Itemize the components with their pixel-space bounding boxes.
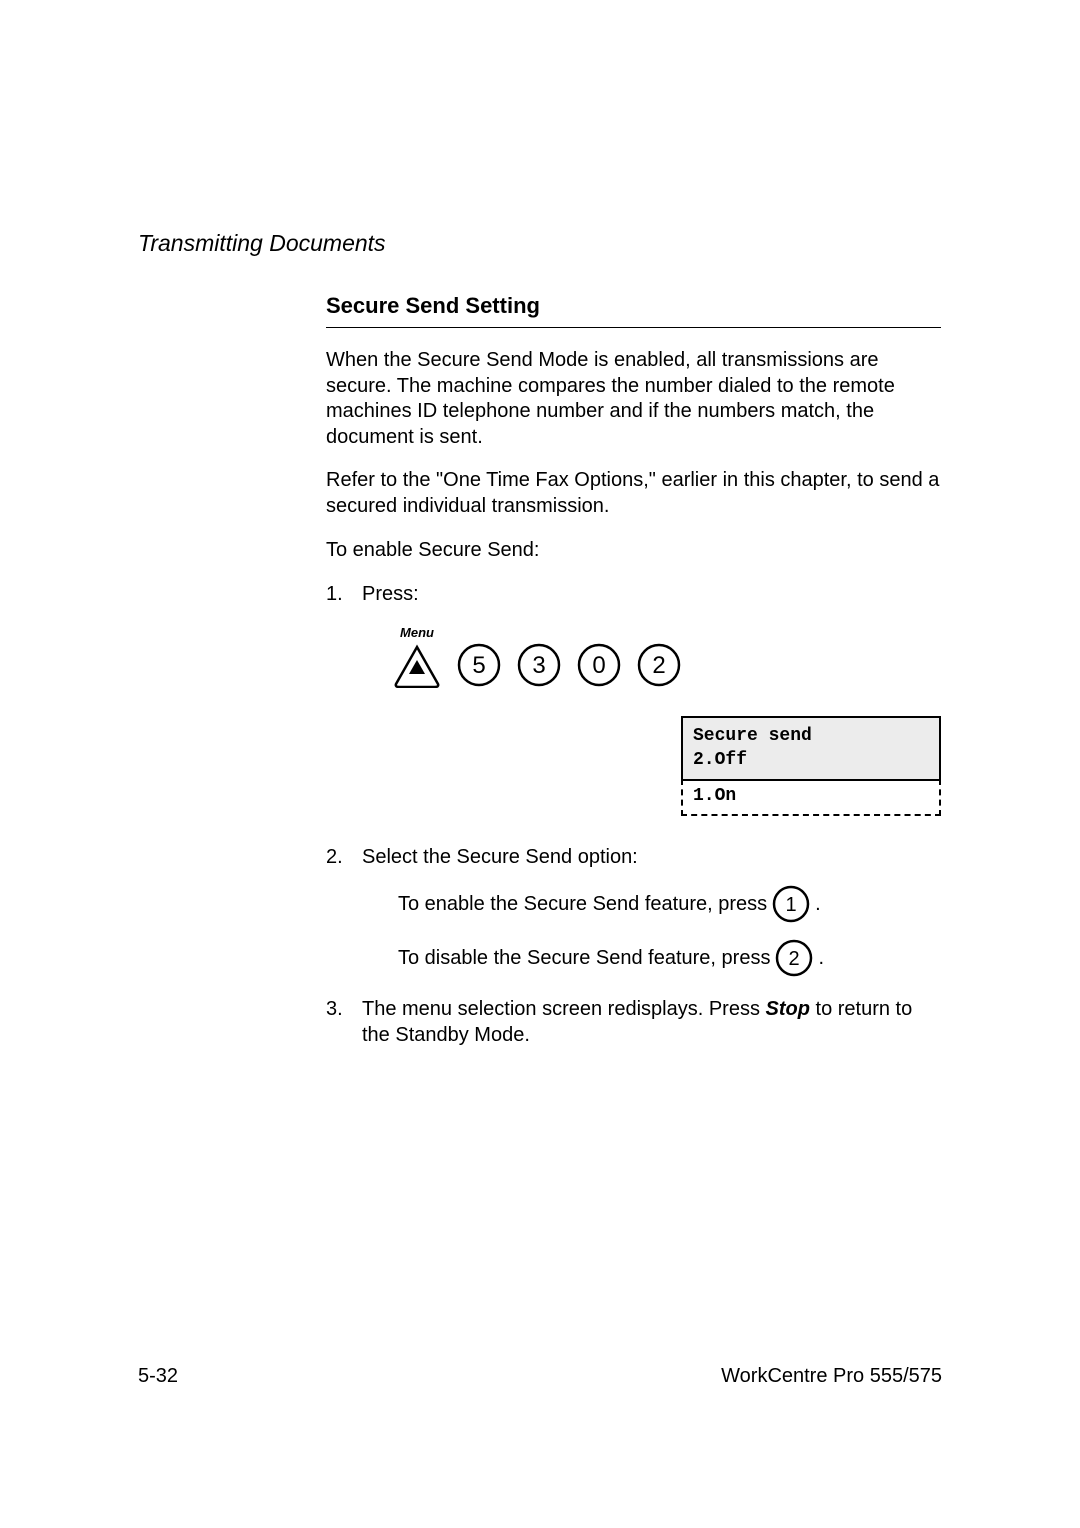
step-item: Press: Menu 5 bbox=[326, 581, 941, 818]
svg-text:1: 1 bbox=[786, 894, 797, 916]
paragraph: When the Secure Send Mode is enabled, al… bbox=[326, 348, 941, 450]
lcd-line: 1.On bbox=[693, 785, 929, 808]
lcd-display: Secure send 2.Off 1.On bbox=[681, 716, 941, 818]
lcd-line: 2.Off bbox=[693, 748, 929, 772]
page-title: Secure Send Setting bbox=[326, 293, 941, 319]
title-rule bbox=[326, 327, 941, 328]
digit-button-0: 0 bbox=[576, 642, 622, 688]
button-row: Menu 5 bbox=[392, 625, 941, 688]
steps-list: Press: Menu 5 bbox=[326, 581, 941, 1048]
section-header: Transmitting Documents bbox=[138, 230, 942, 257]
lcd-bottom: 1.On bbox=[681, 779, 941, 816]
text: To enable the Secure Send feature, press bbox=[398, 891, 767, 917]
lcd-line: Secure send bbox=[693, 724, 929, 748]
paragraph: To enable Secure Send: bbox=[326, 538, 941, 564]
text: To disable the Secure Send feature, pres… bbox=[398, 945, 770, 971]
svg-text:2: 2 bbox=[652, 652, 665, 679]
step-subline: To enable the Secure Send feature, press… bbox=[398, 884, 941, 924]
text: The menu selection screen redisplays. Pr… bbox=[362, 998, 766, 1020]
text: . bbox=[815, 891, 821, 917]
text: . bbox=[818, 945, 824, 971]
svg-text:0: 0 bbox=[592, 652, 605, 679]
lcd-top: Secure send 2.Off bbox=[681, 716, 941, 781]
step-text: Press: bbox=[362, 583, 419, 605]
step-text: Select the Secure Send option: bbox=[362, 844, 941, 870]
page: Transmitting Documents Secure Send Setti… bbox=[0, 0, 1080, 1528]
digit-button-1: 1 bbox=[771, 884, 811, 924]
digit-button-2: 2 bbox=[636, 642, 682, 688]
page-footer: 5-32 WorkCentre Pro 555/575 bbox=[138, 1365, 942, 1388]
paragraph: Refer to the "One Time Fax Options," ear… bbox=[326, 468, 941, 519]
digit-button-3: 3 bbox=[516, 642, 562, 688]
svg-text:5: 5 bbox=[472, 652, 485, 679]
menu-triangle-button bbox=[392, 644, 442, 688]
digit-button-2: 2 bbox=[774, 938, 814, 978]
svg-text:3: 3 bbox=[532, 652, 545, 679]
stop-word: Stop bbox=[766, 998, 810, 1020]
menu-label: Menu bbox=[400, 625, 434, 642]
page-number: 5-32 bbox=[138, 1365, 178, 1388]
digit-button-5: 5 bbox=[456, 642, 502, 688]
content-block: Secure Send Setting When the Secure Send… bbox=[326, 293, 941, 1048]
step-subline: To disable the Secure Send feature, pres… bbox=[398, 938, 941, 978]
step-item: The menu selection screen redisplays. Pr… bbox=[326, 996, 941, 1048]
product-name: WorkCentre Pro 555/575 bbox=[721, 1365, 942, 1388]
lcd-display-wrap: Secure send 2.Off 1.On bbox=[362, 716, 941, 818]
menu-button-group: Menu bbox=[392, 625, 442, 688]
svg-text:2: 2 bbox=[789, 948, 800, 970]
step-item: Select the Secure Send option: To enable… bbox=[326, 844, 941, 978]
